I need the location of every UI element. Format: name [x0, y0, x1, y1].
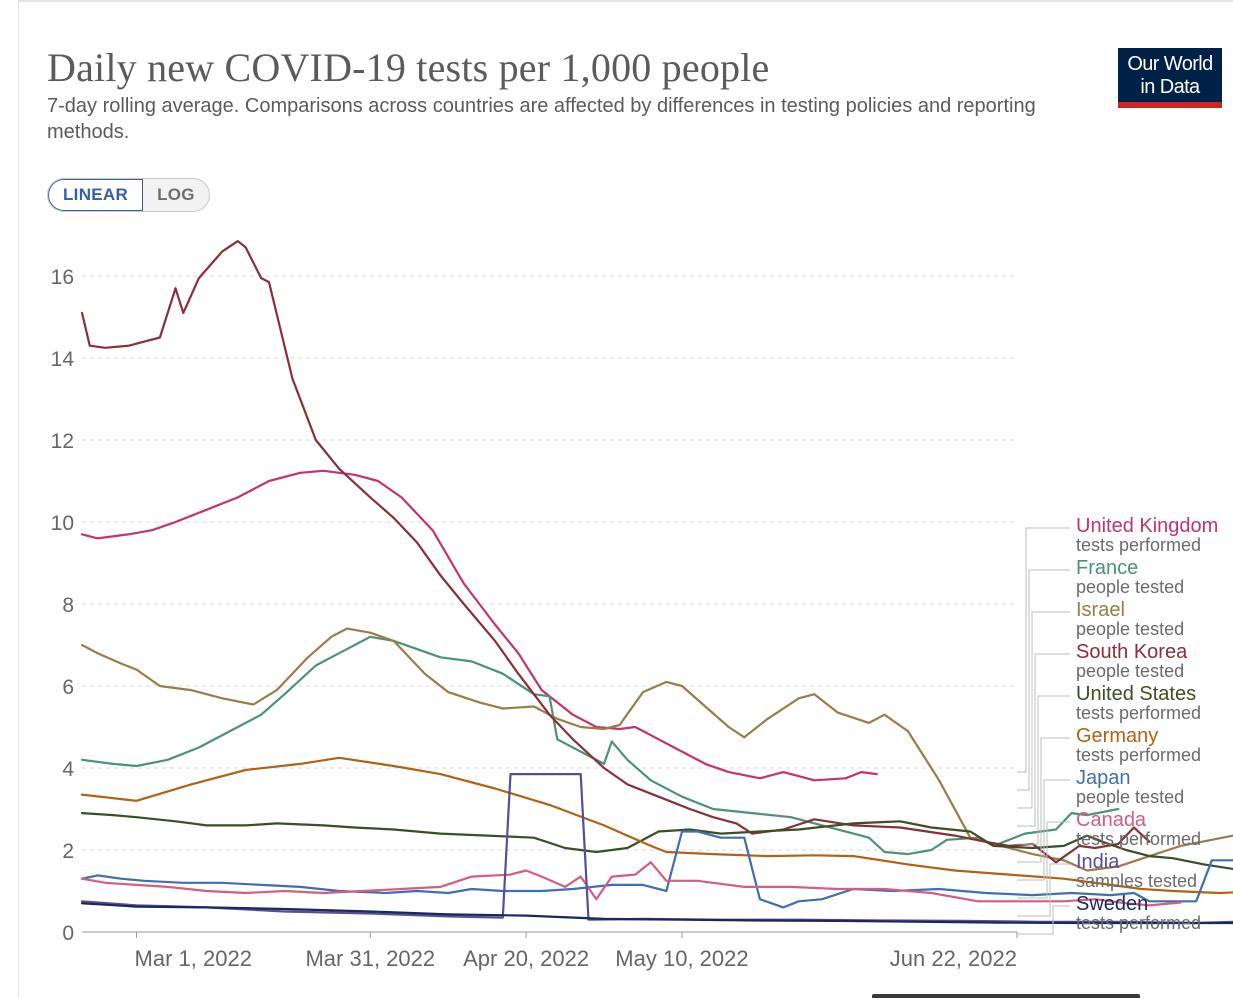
frame-top-border [18, 0, 1233, 2]
legend-sublabel: tests performed [1076, 535, 1201, 555]
legend-name: India [1076, 851, 1120, 873]
footer-action-bar[interactable] [872, 994, 1140, 998]
scale-toggle: LINEAR LOG [47, 178, 210, 212]
legend-name: United Kingdom [1076, 515, 1218, 537]
series-line-sweden [80, 902, 1233, 925]
series-line-canada [80, 861, 1182, 907]
series-line-germany [80, 756, 1233, 895]
x-tick-label: Jun 22, 2022 [890, 946, 1017, 971]
log-scale-button[interactable]: LOG [157, 185, 195, 204]
legend-name: Sweden [1076, 893, 1148, 915]
linear-scale-button[interactable]: LINEAR [48, 179, 144, 211]
legend-connector [1017, 779, 1070, 881]
legend-sublabel: people tested [1076, 577, 1184, 597]
chart-title: Daily new COVID-19 tests per 1,000 peopl… [47, 45, 770, 90]
x-tick-label: May 10, 2022 [615, 946, 748, 971]
y-tick-label: 2 [62, 840, 74, 863]
logo-line-2: in Data [1140, 76, 1200, 98]
series-line-japan [80, 830, 1233, 909]
legend-connector [1017, 527, 1070, 773]
legend-sublabel: tests performed [1076, 703, 1201, 723]
legend-connector [1017, 863, 1070, 917]
legend-connector [1017, 653, 1070, 827]
legend-name: Canada [1076, 809, 1147, 831]
chart-subtitle: 7-day rolling average. Comparisons acros… [47, 95, 1036, 143]
series-line-india [80, 772, 1233, 925]
legend-sublabel: people tested [1076, 661, 1184, 681]
legend-sublabel: samples tested [1076, 871, 1197, 891]
series-line-israel [80, 627, 1233, 872]
logo-line-1: Our World [1127, 53, 1213, 75]
series-line-south-korea [80, 240, 1151, 864]
series-line-france [80, 635, 1120, 856]
legend-name: Israel [1076, 599, 1125, 621]
series-line-united-states [80, 811, 1233, 871]
legend-name: United States [1076, 683, 1196, 705]
y-tick-label: 14 [51, 348, 75, 371]
legend-name: Germany [1076, 725, 1158, 747]
y-tick-label: 6 [62, 676, 74, 699]
legend-connector [1017, 695, 1070, 845]
legend-connector [1017, 821, 1070, 899]
legend-connector [1017, 737, 1070, 863]
x-tick-label: Mar 1, 2022 [135, 946, 252, 971]
legend-name: France [1076, 557, 1138, 579]
legend-sublabel: people tested [1076, 619, 1184, 639]
series-line-united-kingdom [80, 469, 878, 782]
owid-logo[interactable]: Our World in Data [1118, 48, 1222, 108]
y-tick-label: 0 [62, 922, 74, 945]
legend-sublabel: tests performed [1076, 745, 1201, 765]
x-tick-label: Mar 31, 2022 [305, 946, 435, 971]
legend-connector [1017, 569, 1070, 791]
legend-name: South Korea [1076, 641, 1188, 663]
x-tick-label: Apr 20, 2022 [463, 946, 589, 971]
legend-name: Japan [1076, 767, 1131, 789]
legend-connector [1017, 611, 1070, 809]
y-tick-label: 8 [62, 594, 74, 617]
y-tick-label: 16 [51, 266, 74, 289]
legend-connector [1017, 905, 1070, 935]
legend-sublabel: people tested [1076, 787, 1184, 807]
frame-left-border [18, 0, 19, 998]
y-tick-label: 4 [62, 758, 74, 781]
y-tick-label: 12 [51, 430, 74, 453]
legend-sublabel: tests performed [1076, 913, 1201, 933]
legend-sublabel: tests performed [1076, 829, 1201, 849]
y-tick-label: 10 [51, 512, 74, 535]
